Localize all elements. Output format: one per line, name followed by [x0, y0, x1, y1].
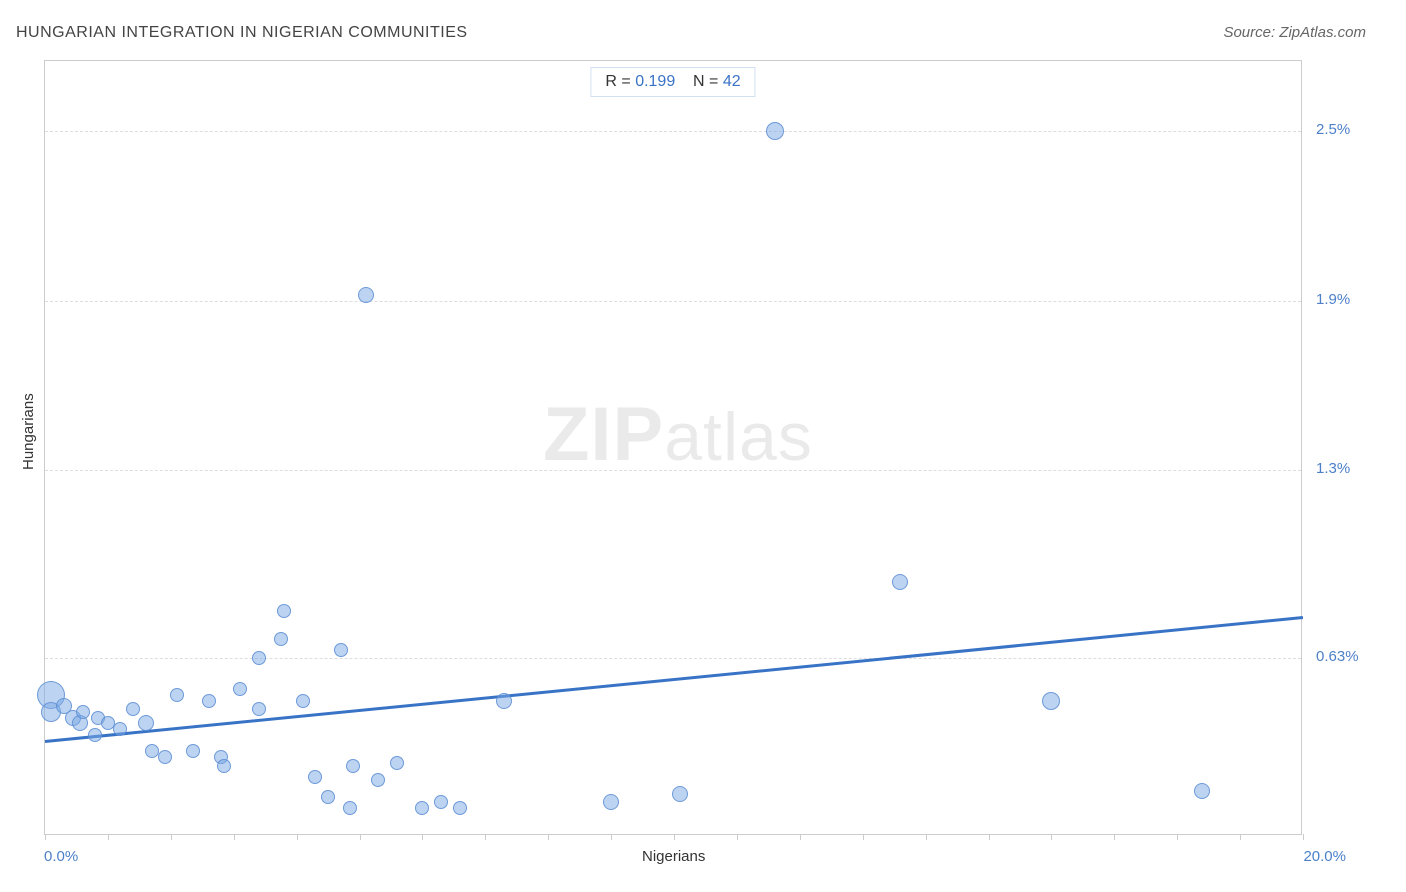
n-label: N =	[693, 73, 723, 90]
gridline	[45, 658, 1301, 659]
y-tick-label: 0.63%	[1316, 648, 1359, 665]
x-tick	[45, 834, 46, 840]
x-tick	[171, 834, 172, 840]
trendline	[45, 616, 1303, 743]
gridline	[45, 301, 1301, 302]
x-max-label: 20.0%	[1303, 848, 1346, 865]
x-tick	[863, 834, 864, 840]
data-point	[892, 574, 908, 590]
data-point	[252, 702, 266, 716]
gridline	[45, 131, 1301, 132]
data-point	[158, 750, 172, 764]
x-tick	[1114, 834, 1115, 840]
y-axis-label: Hungarians	[20, 393, 37, 470]
data-point	[434, 795, 448, 809]
watermark: ZIPatlas	[543, 391, 813, 478]
x-tick	[548, 834, 549, 840]
watermark-post: atlas	[664, 399, 813, 475]
data-point	[88, 728, 102, 742]
data-point	[390, 756, 404, 770]
x-tick	[800, 834, 801, 840]
data-point	[76, 705, 90, 719]
data-point	[296, 694, 310, 708]
scatter-plot: ZIPatlas R = 0.199 N = 42	[44, 60, 1302, 835]
x-tick	[360, 834, 361, 840]
x-tick	[1051, 834, 1052, 840]
gridline	[45, 470, 1301, 471]
y-tick-label: 1.9%	[1316, 291, 1350, 308]
data-point	[186, 744, 200, 758]
x-tick	[1240, 834, 1241, 840]
x-tick	[297, 834, 298, 840]
data-point	[1194, 783, 1210, 799]
data-point	[358, 287, 374, 303]
data-point	[274, 632, 288, 646]
y-tick-label: 1.3%	[1316, 460, 1350, 477]
stats-box: R = 0.199 N = 42	[590, 67, 755, 97]
x-tick	[422, 834, 423, 840]
x-min-label: 0.0%	[44, 848, 78, 865]
y-tick-label: 2.5%	[1316, 121, 1350, 138]
x-tick	[989, 834, 990, 840]
x-tick	[674, 834, 675, 840]
x-axis-label: Nigerians	[642, 848, 705, 865]
data-point	[371, 773, 385, 787]
x-tick	[234, 834, 235, 840]
data-point	[217, 759, 231, 773]
chart-title: HUNGARIAN INTEGRATION IN NIGERIAN COMMUN…	[16, 24, 468, 42]
x-tick	[611, 834, 612, 840]
data-point	[138, 715, 154, 731]
data-point	[346, 759, 360, 773]
data-point	[308, 770, 322, 784]
data-point	[252, 651, 266, 665]
data-point	[766, 122, 784, 140]
data-point	[277, 604, 291, 618]
data-point	[1042, 692, 1060, 710]
data-point	[603, 794, 619, 810]
x-tick	[737, 834, 738, 840]
r-label: R =	[605, 73, 635, 90]
data-point	[334, 643, 348, 657]
data-point	[415, 801, 429, 815]
data-point	[453, 801, 467, 815]
x-tick	[1177, 834, 1178, 840]
x-tick	[108, 834, 109, 840]
x-tick	[926, 834, 927, 840]
data-point	[170, 688, 184, 702]
x-tick	[1303, 834, 1304, 840]
data-point	[202, 694, 216, 708]
n-value: 42	[723, 73, 741, 90]
x-tick	[485, 834, 486, 840]
data-point	[321, 790, 335, 804]
data-point	[233, 682, 247, 696]
source-label: Source: ZipAtlas.com	[1223, 24, 1366, 41]
data-point	[343, 801, 357, 815]
watermark-pre: ZIP	[543, 392, 664, 477]
data-point	[672, 786, 688, 802]
data-point	[113, 722, 127, 736]
data-point	[496, 693, 512, 709]
data-point	[126, 702, 140, 716]
r-value: 0.199	[635, 73, 675, 90]
